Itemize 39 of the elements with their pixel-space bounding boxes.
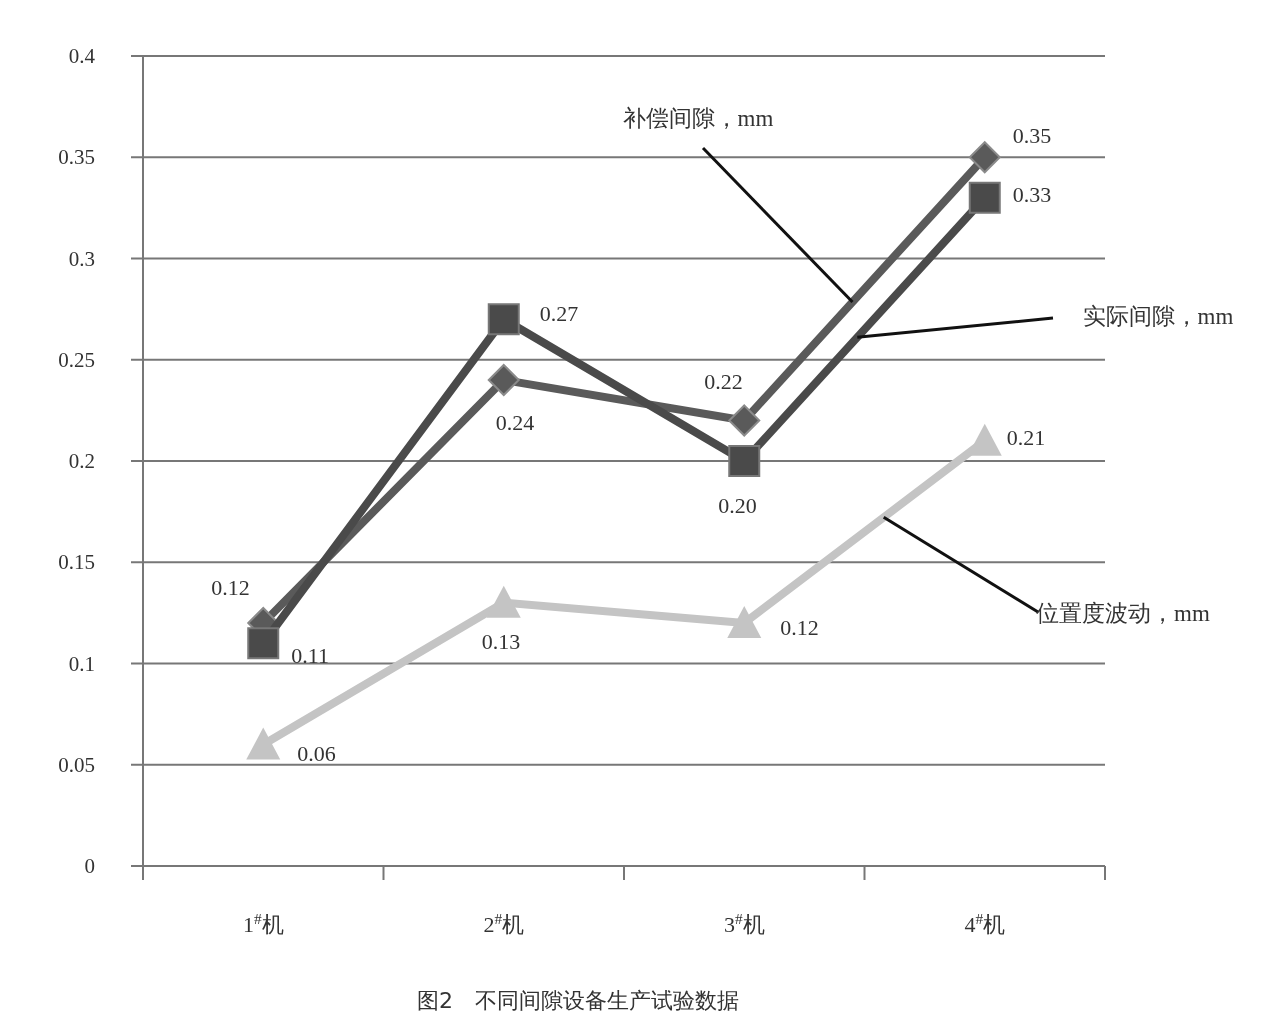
data-label: 0.12 (780, 615, 819, 640)
data-label: 0.27 (539, 301, 579, 327)
x-tick-label: 4$^{#}$机 (964, 909, 1006, 937)
y-tick-label: 0.35 (58, 145, 95, 170)
data-label: 0.06 (297, 740, 336, 766)
point (486, 585, 521, 618)
text: 图2 不同间隙设备生产试验数据 (417, 988, 739, 1013)
point (246, 727, 281, 760)
data-label: 0.13 (481, 628, 521, 654)
text: 位置度波动，mm (1036, 601, 1210, 626)
point (487, 364, 520, 396)
y-tick-label: 0.4 (68, 44, 96, 68)
point (727, 606, 762, 638)
text: 补偿间隙，mm (622, 106, 774, 131)
x-tick-label: 3$^{#}$机 (723, 909, 765, 937)
y-tick-label: 0.1 (68, 651, 95, 676)
y-tick-label: 0.3 (68, 246, 95, 271)
point (968, 181, 1001, 214)
text: 实际间隙，mm (1082, 304, 1234, 329)
x-tick-label: 1$^{#}$机 (242, 909, 284, 937)
y-tick-label: 0.05 (58, 752, 95, 777)
point (247, 627, 280, 660)
point (487, 303, 520, 336)
data-label: 0.12 (211, 575, 250, 600)
y-tick-label: 0.25 (58, 347, 95, 372)
data-label: 0.22 (704, 368, 743, 394)
data-label: 0.20 (718, 493, 757, 518)
y-tick-label: 0 (84, 854, 95, 878)
point (728, 404, 761, 437)
data-label: 0.24 (495, 410, 535, 435)
point (968, 141, 1001, 174)
point (728, 445, 761, 477)
y-tick-label: 0.2 (68, 449, 95, 473)
data-label: 0.11 (291, 643, 329, 669)
x-tick-label: 2$^{#}$机 (483, 909, 525, 937)
data-label: 0.21 (1006, 424, 1046, 450)
data-label: 0.35 (1012, 123, 1052, 149)
data-label: 0.33 (1012, 181, 1052, 207)
y-tick-label: 0.15 (58, 550, 95, 575)
